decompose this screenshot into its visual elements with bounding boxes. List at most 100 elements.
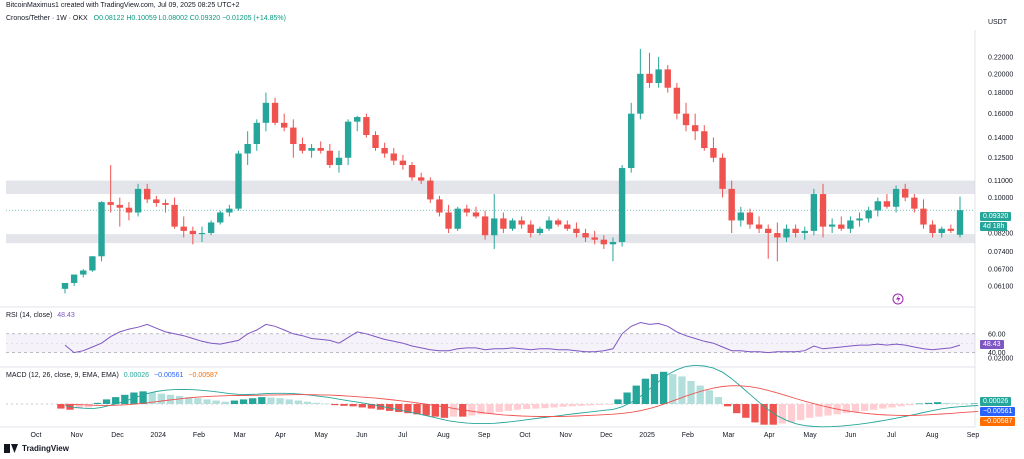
candle-body <box>125 207 133 213</box>
candle-body <box>445 212 452 229</box>
macd-histogram-bar <box>577 404 586 406</box>
signal-line <box>64 385 979 417</box>
candle-body <box>682 113 690 126</box>
macd-histogram-bar <box>641 378 650 404</box>
macd-histogram-bar <box>705 390 713 404</box>
candle-body <box>299 144 306 151</box>
macd-histogram-bar <box>787 404 796 423</box>
macd-histogram-bar <box>331 404 339 406</box>
candle-body <box>344 121 352 158</box>
macd-tick-label: 0.02000 <box>988 356 1013 363</box>
candle-body <box>646 73 653 83</box>
macd-histogram-bar <box>258 397 266 404</box>
candle-body <box>180 226 187 231</box>
rsi-value: 48.43 <box>57 312 75 319</box>
time-tick-label: Sep <box>967 432 980 439</box>
time-tick-label: Sep <box>478 432 491 439</box>
price-tick-label: 0.16000 <box>988 111 1013 118</box>
time-tick-label: Oct <box>31 432 42 439</box>
macd-histogram-bar <box>513 404 522 410</box>
price-tick-label: 0.22000 <box>988 54 1013 61</box>
candle-body <box>728 188 735 221</box>
macd-histogram-bar <box>568 404 576 407</box>
currency-label: USDT <box>988 19 1008 26</box>
macd-histogram-bar <box>102 399 111 404</box>
macd-histogram-bar <box>221 401 229 404</box>
candle-body <box>271 102 279 123</box>
candle-body <box>856 218 863 221</box>
candle-body <box>573 228 580 234</box>
candle-body <box>417 177 425 181</box>
candle-body <box>874 201 882 211</box>
candle-body <box>308 148 315 151</box>
macd-histogram-bar <box>166 394 175 404</box>
macd-histogram-bar <box>194 398 202 404</box>
candle-body <box>262 102 270 123</box>
macd-histogram-bar <box>486 404 494 414</box>
support-resistance-zone <box>6 234 975 244</box>
candle-body <box>143 188 151 200</box>
macd-histogram-bar <box>559 404 567 407</box>
candle-body <box>89 256 96 271</box>
candle-body <box>582 233 589 238</box>
macd-histogram-bar <box>249 398 257 404</box>
macd-value-signal: −0.00587 <box>188 372 218 379</box>
candle-body <box>783 228 790 238</box>
lightning-glyph <box>896 295 901 303</box>
macd-histogram-bar <box>723 404 732 407</box>
macd-histogram-bar <box>669 374 677 404</box>
macd-histogram-bar <box>733 404 741 414</box>
candle-body <box>673 87 681 114</box>
macd-histogram-bar <box>605 404 613 405</box>
candle-body <box>280 122 288 128</box>
attribution-text: BitcoinMaximus1 created with TradingView… <box>6 2 240 9</box>
macd-histogram-bar <box>870 404 878 410</box>
macd-value-hist: 0.00026 <box>123 372 150 379</box>
macd-histogram-bar <box>504 404 513 411</box>
candle-body <box>536 228 544 234</box>
candle-body <box>427 180 434 200</box>
macd-histogram-bar <box>806 404 814 418</box>
candle-body <box>390 153 397 161</box>
macd-histogram-bar <box>586 404 595 406</box>
macd-histogram-bar <box>851 404 860 413</box>
candle-body <box>116 204 123 208</box>
time-tick-label: Aug <box>926 432 939 439</box>
price-tick-label: 0.20000 <box>988 71 1013 78</box>
candle-body <box>902 188 909 198</box>
tradingview-logo[interactable]: TradingView <box>4 444 69 453</box>
time-tick-label: Mar <box>234 432 247 439</box>
candle-body <box>801 230 808 234</box>
candle-body <box>98 202 105 257</box>
macd-histogram-bar <box>203 399 211 404</box>
time-tick-label: Dec <box>111 432 124 439</box>
macd-histogram-bar <box>157 393 166 404</box>
candle-body <box>765 228 772 234</box>
time-tick-label: Apr <box>275 432 287 439</box>
macd-histogram-bar <box>650 374 659 404</box>
macd-histogram-bar <box>276 398 284 404</box>
candle-body <box>290 127 297 145</box>
macd-histogram-bar <box>422 404 430 416</box>
candle-body <box>719 157 726 189</box>
time-tick-label: Aug <box>437 432 450 439</box>
macd-histogram-bar <box>112 397 120 404</box>
rsi-legend: RSI (14, close) 48.43 <box>6 312 75 319</box>
rsi-level-label: 60.00 <box>988 331 1006 338</box>
macd-histogram-bar <box>139 391 147 404</box>
candle-body <box>244 144 251 154</box>
candle-body <box>207 222 215 234</box>
macd-histogram-bar <box>84 404 92 408</box>
rsi-label: RSI (14, close) <box>6 312 53 319</box>
macd-histogram-bar <box>769 404 777 425</box>
macd-histogram-bar <box>312 402 321 404</box>
candle-body <box>591 237 598 240</box>
candle-body <box>463 208 471 213</box>
candle-body <box>198 233 206 235</box>
candle-body <box>956 210 964 235</box>
candle-body <box>920 208 927 225</box>
candle-body <box>509 220 516 229</box>
macd-histogram-bar <box>93 402 102 404</box>
macd-histogram-bar <box>550 404 558 408</box>
